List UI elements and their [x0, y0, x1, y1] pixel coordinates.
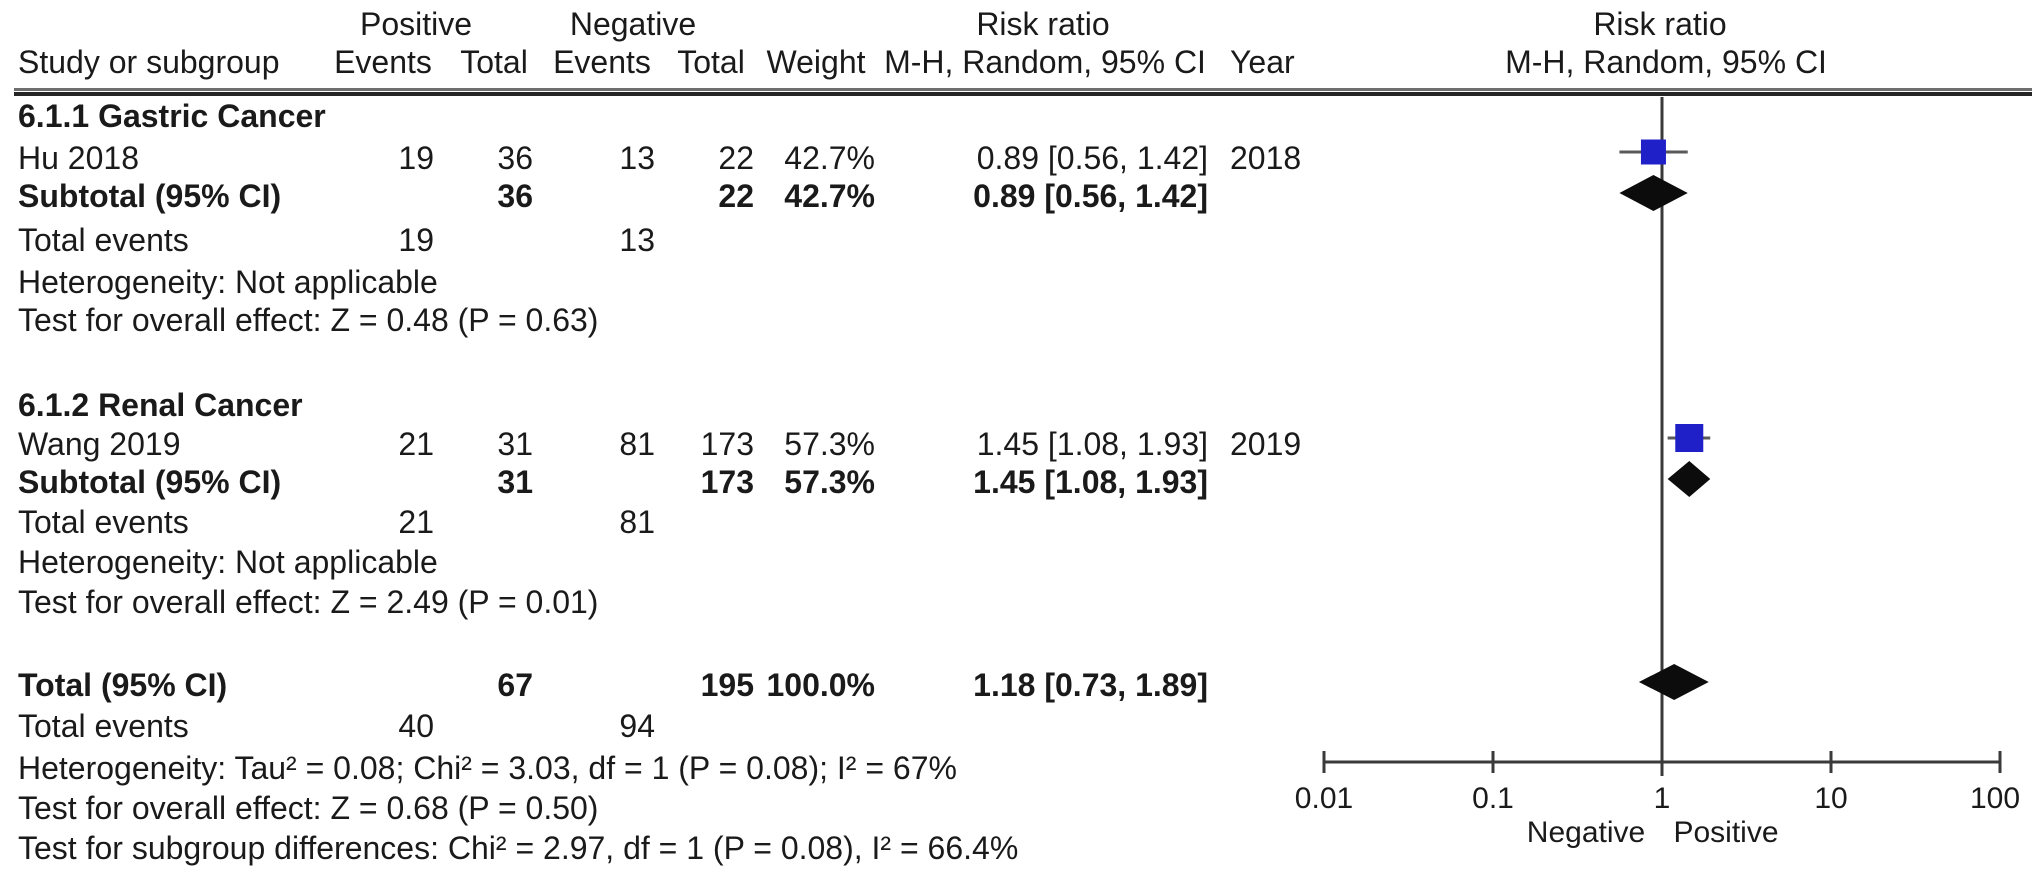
- table-row-plain: Test for overall effect: Z = 2.49 (P = 0…: [0, 582, 2032, 622]
- column-header-weight: Weight: [766, 44, 866, 80]
- row-label: 6.1.1 Gastric Cancer: [18, 98, 326, 134]
- cell-weight: 57.3%: [784, 426, 875, 462]
- table-row-plain: Heterogeneity: Not applicable: [0, 262, 2032, 302]
- row-label: Subtotal (95% CI): [18, 178, 282, 214]
- cell-events-positive: 21: [398, 426, 434, 462]
- cell-events-negative: 81: [619, 426, 655, 462]
- column-header-mh-random-plot: M-H, Random, 95% CI: [1505, 44, 1827, 80]
- cell-total-negative: 173: [700, 464, 754, 500]
- table-row-plain: Test for subgroup differences: Chi² = 2.…: [0, 828, 2032, 868]
- column-header-events-pos: Events: [334, 44, 432, 80]
- cell-events-positive: 19: [398, 140, 434, 176]
- column-header-year: Year: [1230, 44, 1295, 80]
- cell-year: 2018: [1230, 140, 1302, 176]
- axis-direction-label-negative: Negative: [1527, 816, 1645, 849]
- cell-events-positive: 21: [398, 504, 434, 540]
- cell-events-negative: 13: [619, 140, 655, 176]
- column-group-negative: Negative: [569, 6, 697, 42]
- cell-weight: 42.7%: [784, 140, 875, 176]
- cell-total-positive: 67: [497, 667, 533, 703]
- row-label: Total events: [18, 708, 189, 744]
- cell-total-positive: 31: [497, 426, 533, 462]
- pooled-diamond: [1619, 175, 1688, 211]
- row-label: Test for overall effect: Z = 0.48 (P = 0…: [18, 302, 599, 338]
- column-group-risk-ratio-plot: Risk ratio: [1593, 6, 1727, 42]
- cell-events-negative: 94: [619, 708, 655, 744]
- row-label: Test for overall effect: Z = 0.68 (P = 0…: [18, 790, 599, 826]
- header-separator-line-top: [14, 88, 2032, 91]
- x-axis-tick-label: 100: [1970, 782, 2020, 815]
- column-header-total-neg: Total: [677, 44, 745, 80]
- x-axis-tick-label: 0.1: [1472, 782, 1514, 815]
- cell-total-negative: 22: [718, 140, 754, 176]
- effect-square: [1675, 424, 1704, 452]
- cell-total-negative: 195: [700, 667, 754, 703]
- cell-risk-ratio-ci: 0.89 [0.56, 1.42]: [973, 178, 1208, 214]
- row-label: 6.1.2 Renal Cancer: [18, 387, 303, 423]
- row-label: Heterogeneity: Tau² = 0.08; Chi² = 3.03,…: [18, 750, 957, 786]
- cell-risk-ratio-ci: 0.89 [0.56, 1.42]: [976, 140, 1208, 176]
- table-row-group: 6.1.2 Renal Cancer: [0, 385, 2032, 425]
- cell-events-negative: 81: [619, 504, 655, 540]
- table-row-study: Hu 2018 19 36 13 22 42.7% 0.89 [0.56, 1.42] 201…: [0, 138, 2032, 178]
- column-header-total-pos: Total: [460, 44, 528, 80]
- pooled-diamond: [1667, 461, 1711, 497]
- cell-events-negative: 13: [619, 222, 655, 258]
- table-row-subtotal: Subtotal (95% CI) 31 173 57.3% 1.45 [1.08, 1…: [0, 462, 2032, 502]
- row-label: Wang 2019: [18, 426, 181, 462]
- cell-events-positive: 40: [398, 708, 434, 744]
- cell-year: 2019: [1230, 426, 1302, 462]
- column-header-study: Study or subgroup: [18, 44, 280, 80]
- row-label: Test for subgroup differences: Chi² = 2.…: [18, 830, 1019, 866]
- x-axis-tick-label: 0.01: [1295, 782, 1353, 815]
- axis-direction-label-positive: Positive: [1673, 816, 1778, 849]
- cell-weight: 57.3%: [784, 464, 875, 500]
- cell-total-positive: 31: [497, 464, 533, 500]
- row-label: Heterogeneity: Not applicable: [18, 544, 438, 580]
- cell-risk-ratio-ci: 1.45 [1.08, 1.93]: [976, 426, 1208, 462]
- row-label: Heterogeneity: Not applicable: [18, 264, 438, 300]
- table-row-plain: Heterogeneity: Tau² = 0.08; Chi² = 3.03,…: [0, 748, 2032, 788]
- cell-events-positive: 19: [398, 222, 434, 258]
- table-row-plain: Test for overall effect: Z = 0.68 (P = 0…: [0, 788, 2032, 828]
- table-row-plain: Total events 21 81: [0, 502, 2032, 542]
- header-separator-line-bottom: [14, 92, 2032, 96]
- x-axis-tick-label: 10: [1814, 782, 1847, 815]
- table-row-plain: Total events 40 94: [0, 706, 2032, 746]
- column-group-positive: Positive: [359, 6, 473, 42]
- row-label: Hu 2018: [18, 140, 139, 176]
- table-row-plain: Total events 19 13: [0, 220, 2032, 260]
- table-row-study: Wang 2019 21 31 81 173 57.3% 1.45 [1.08, 1.93]…: [0, 424, 2032, 464]
- row-label: Test for overall effect: Z = 2.49 (P = 0…: [18, 584, 599, 620]
- cell-total-negative: 173: [700, 426, 754, 462]
- table-row-subtotal: Total (95% CI) 67 195 100.0% 1.18 [0.73, 1.8…: [0, 665, 2032, 705]
- cell-risk-ratio-ci: 1.18 [0.73, 1.89]: [973, 667, 1208, 703]
- cell-total-positive: 36: [497, 140, 533, 176]
- row-label: Total (95% CI): [18, 667, 228, 703]
- cell-total-positive: 36: [497, 178, 533, 214]
- row-label: Total events: [18, 222, 189, 258]
- pooled-diamond: [1638, 664, 1709, 700]
- row-label: Total events: [18, 504, 189, 540]
- cell-total-negative: 22: [718, 178, 754, 214]
- table-row-group: 6.1.1 Gastric Cancer: [0, 96, 2032, 136]
- cell-weight: 100.0%: [766, 667, 875, 703]
- column-header-mh-random: M-H, Random, 95% CI: [884, 44, 1206, 80]
- row-label: Subtotal (95% CI): [18, 464, 282, 500]
- cell-weight: 42.7%: [784, 178, 875, 214]
- table-row-subtotal: Subtotal (95% CI) 36 22 42.7% 0.89 [0.56, 1.…: [0, 176, 2032, 216]
- column-group-risk-ratio: Risk ratio: [976, 6, 1110, 42]
- table-row-plain: Heterogeneity: Not applicable: [0, 542, 2032, 582]
- x-axis-tick-label: 1: [1654, 782, 1671, 815]
- cell-risk-ratio-ci: 1.45 [1.08, 1.93]: [973, 464, 1208, 500]
- column-header-events-neg: Events: [553, 44, 651, 80]
- table-row-plain: Test for overall effect: Z = 0.48 (P = 0…: [0, 300, 2032, 340]
- effect-square: [1640, 139, 1666, 165]
